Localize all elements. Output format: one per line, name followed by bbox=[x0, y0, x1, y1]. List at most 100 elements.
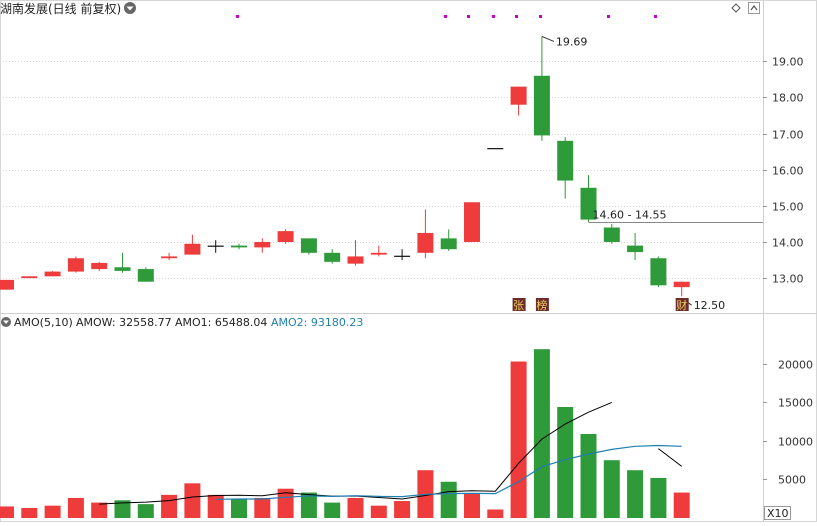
candlestick bbox=[91, 261, 108, 271]
candle-body bbox=[627, 245, 644, 253]
volume-bar bbox=[603, 460, 620, 518]
candle-body bbox=[114, 267, 131, 271]
event-marker bbox=[467, 15, 470, 18]
candle-body bbox=[580, 187, 597, 220]
indicator-menu-icon[interactable] bbox=[1, 317, 11, 327]
candlestick bbox=[533, 36, 550, 141]
volume-bar bbox=[231, 498, 247, 518]
price-tick-label: 15.00 bbox=[772, 201, 804, 214]
event-badge-text: 榜 bbox=[536, 298, 547, 312]
event-badge-box bbox=[512, 298, 526, 311]
amo1-value-label: AMO1: 65488.04 bbox=[175, 316, 267, 329]
candlestick bbox=[440, 229, 457, 252]
event-marker bbox=[444, 15, 447, 18]
event-marker bbox=[236, 15, 239, 18]
indicator-header: AMO(5,10) AMOW: 32558.77 AMO1: 65488.04 … bbox=[1, 316, 363, 329]
candlestick bbox=[44, 270, 61, 277]
candlestick bbox=[21, 276, 38, 279]
volume-tick-label: 20000 bbox=[778, 359, 813, 372]
candlestick bbox=[67, 256, 84, 273]
candlestick-series bbox=[0, 36, 690, 297]
candle-body bbox=[673, 281, 690, 288]
volume-bar bbox=[487, 509, 504, 518]
amow-value-label: AMOW: 32558.77 bbox=[76, 316, 172, 329]
candle-body bbox=[417, 232, 434, 253]
candle-body bbox=[21, 276, 38, 279]
volume-bar bbox=[254, 497, 271, 518]
candle-body bbox=[277, 231, 294, 242]
event-badge-box bbox=[535, 298, 549, 311]
high-annotation: 19.69 bbox=[541, 35, 587, 48]
price-tick-label: 16.00 bbox=[772, 165, 804, 178]
candle-body bbox=[300, 238, 317, 253]
candle-body bbox=[184, 243, 201, 255]
volume-bar bbox=[580, 433, 597, 518]
candlestick bbox=[114, 252, 131, 273]
candle-body bbox=[254, 241, 271, 248]
range-annotation: 14.60 - 14.55 bbox=[588, 209, 763, 223]
candle-body bbox=[370, 252, 387, 255]
event-marker bbox=[654, 15, 657, 18]
event-marker bbox=[492, 15, 495, 18]
price-tick-label: 19.00 bbox=[772, 56, 804, 69]
collapse-icon[interactable] bbox=[748, 2, 760, 14]
candle-body bbox=[650, 258, 667, 286]
volume-tick-label: 5000 bbox=[778, 474, 806, 487]
volume-bar bbox=[67, 497, 84, 518]
candlestick bbox=[487, 148, 504, 150]
candlestick bbox=[464, 202, 480, 242]
volume-bar bbox=[207, 494, 224, 518]
candle-body bbox=[91, 262, 108, 270]
chart-title: 湖南发展(日线 前复权) bbox=[0, 1, 121, 16]
volume-bar bbox=[370, 505, 387, 518]
candlestick bbox=[370, 245, 387, 257]
candlestick bbox=[673, 281, 690, 297]
candlestick bbox=[627, 232, 644, 261]
candlestick bbox=[557, 137, 574, 199]
volume-tick-label: 10000 bbox=[778, 436, 813, 449]
volume-bar bbox=[557, 407, 574, 518]
price-gridlines bbox=[0, 61, 763, 279]
candle-body bbox=[533, 75, 550, 136]
candle-body bbox=[161, 256, 178, 259]
event-badge[interactable]: 财 bbox=[675, 298, 689, 312]
range-label: 14.60 - 14.55 bbox=[593, 209, 667, 222]
candlestick bbox=[347, 240, 364, 266]
candlestick bbox=[417, 209, 434, 259]
indicator-name: AMO(5,10) bbox=[14, 316, 73, 329]
volume-bar bbox=[510, 361, 527, 518]
event-markers bbox=[236, 15, 657, 18]
event-marker bbox=[607, 15, 610, 18]
title-dropdown-icon[interactable] bbox=[124, 2, 136, 14]
candle-body bbox=[324, 252, 341, 262]
candlestick bbox=[161, 252, 178, 261]
multiplier-box: X10 bbox=[764, 506, 791, 520]
candle-body bbox=[510, 86, 527, 105]
price-tick-label: 17.00 bbox=[772, 129, 804, 142]
event-badges: 张榜 财 bbox=[512, 298, 689, 312]
event-badge[interactable]: 榜 bbox=[535, 298, 549, 312]
candlestick bbox=[650, 256, 667, 288]
event-marker bbox=[515, 15, 518, 18]
event-badge[interactable]: 张 bbox=[512, 298, 526, 312]
event-marker bbox=[539, 15, 542, 18]
candle-body bbox=[137, 269, 154, 282]
volume-bar bbox=[324, 502, 341, 518]
volume-bar bbox=[277, 488, 294, 518]
candlestick bbox=[184, 234, 201, 255]
event-badge-box bbox=[675, 298, 689, 311]
candlestick bbox=[580, 175, 597, 223]
event-badge-text: 财 bbox=[676, 298, 687, 312]
price-tick-label: 18.00 bbox=[772, 92, 804, 105]
event-badge-text: 张 bbox=[513, 299, 524, 312]
candle-body bbox=[394, 255, 411, 257]
candle-body bbox=[44, 271, 61, 277]
candle-body bbox=[603, 227, 620, 242]
candle-body bbox=[207, 245, 224, 247]
price-tick-label: 14.00 bbox=[772, 237, 804, 250]
candle-body bbox=[0, 279, 14, 290]
diamond-icon[interactable] bbox=[731, 3, 741, 13]
candle-body bbox=[231, 245, 247, 248]
